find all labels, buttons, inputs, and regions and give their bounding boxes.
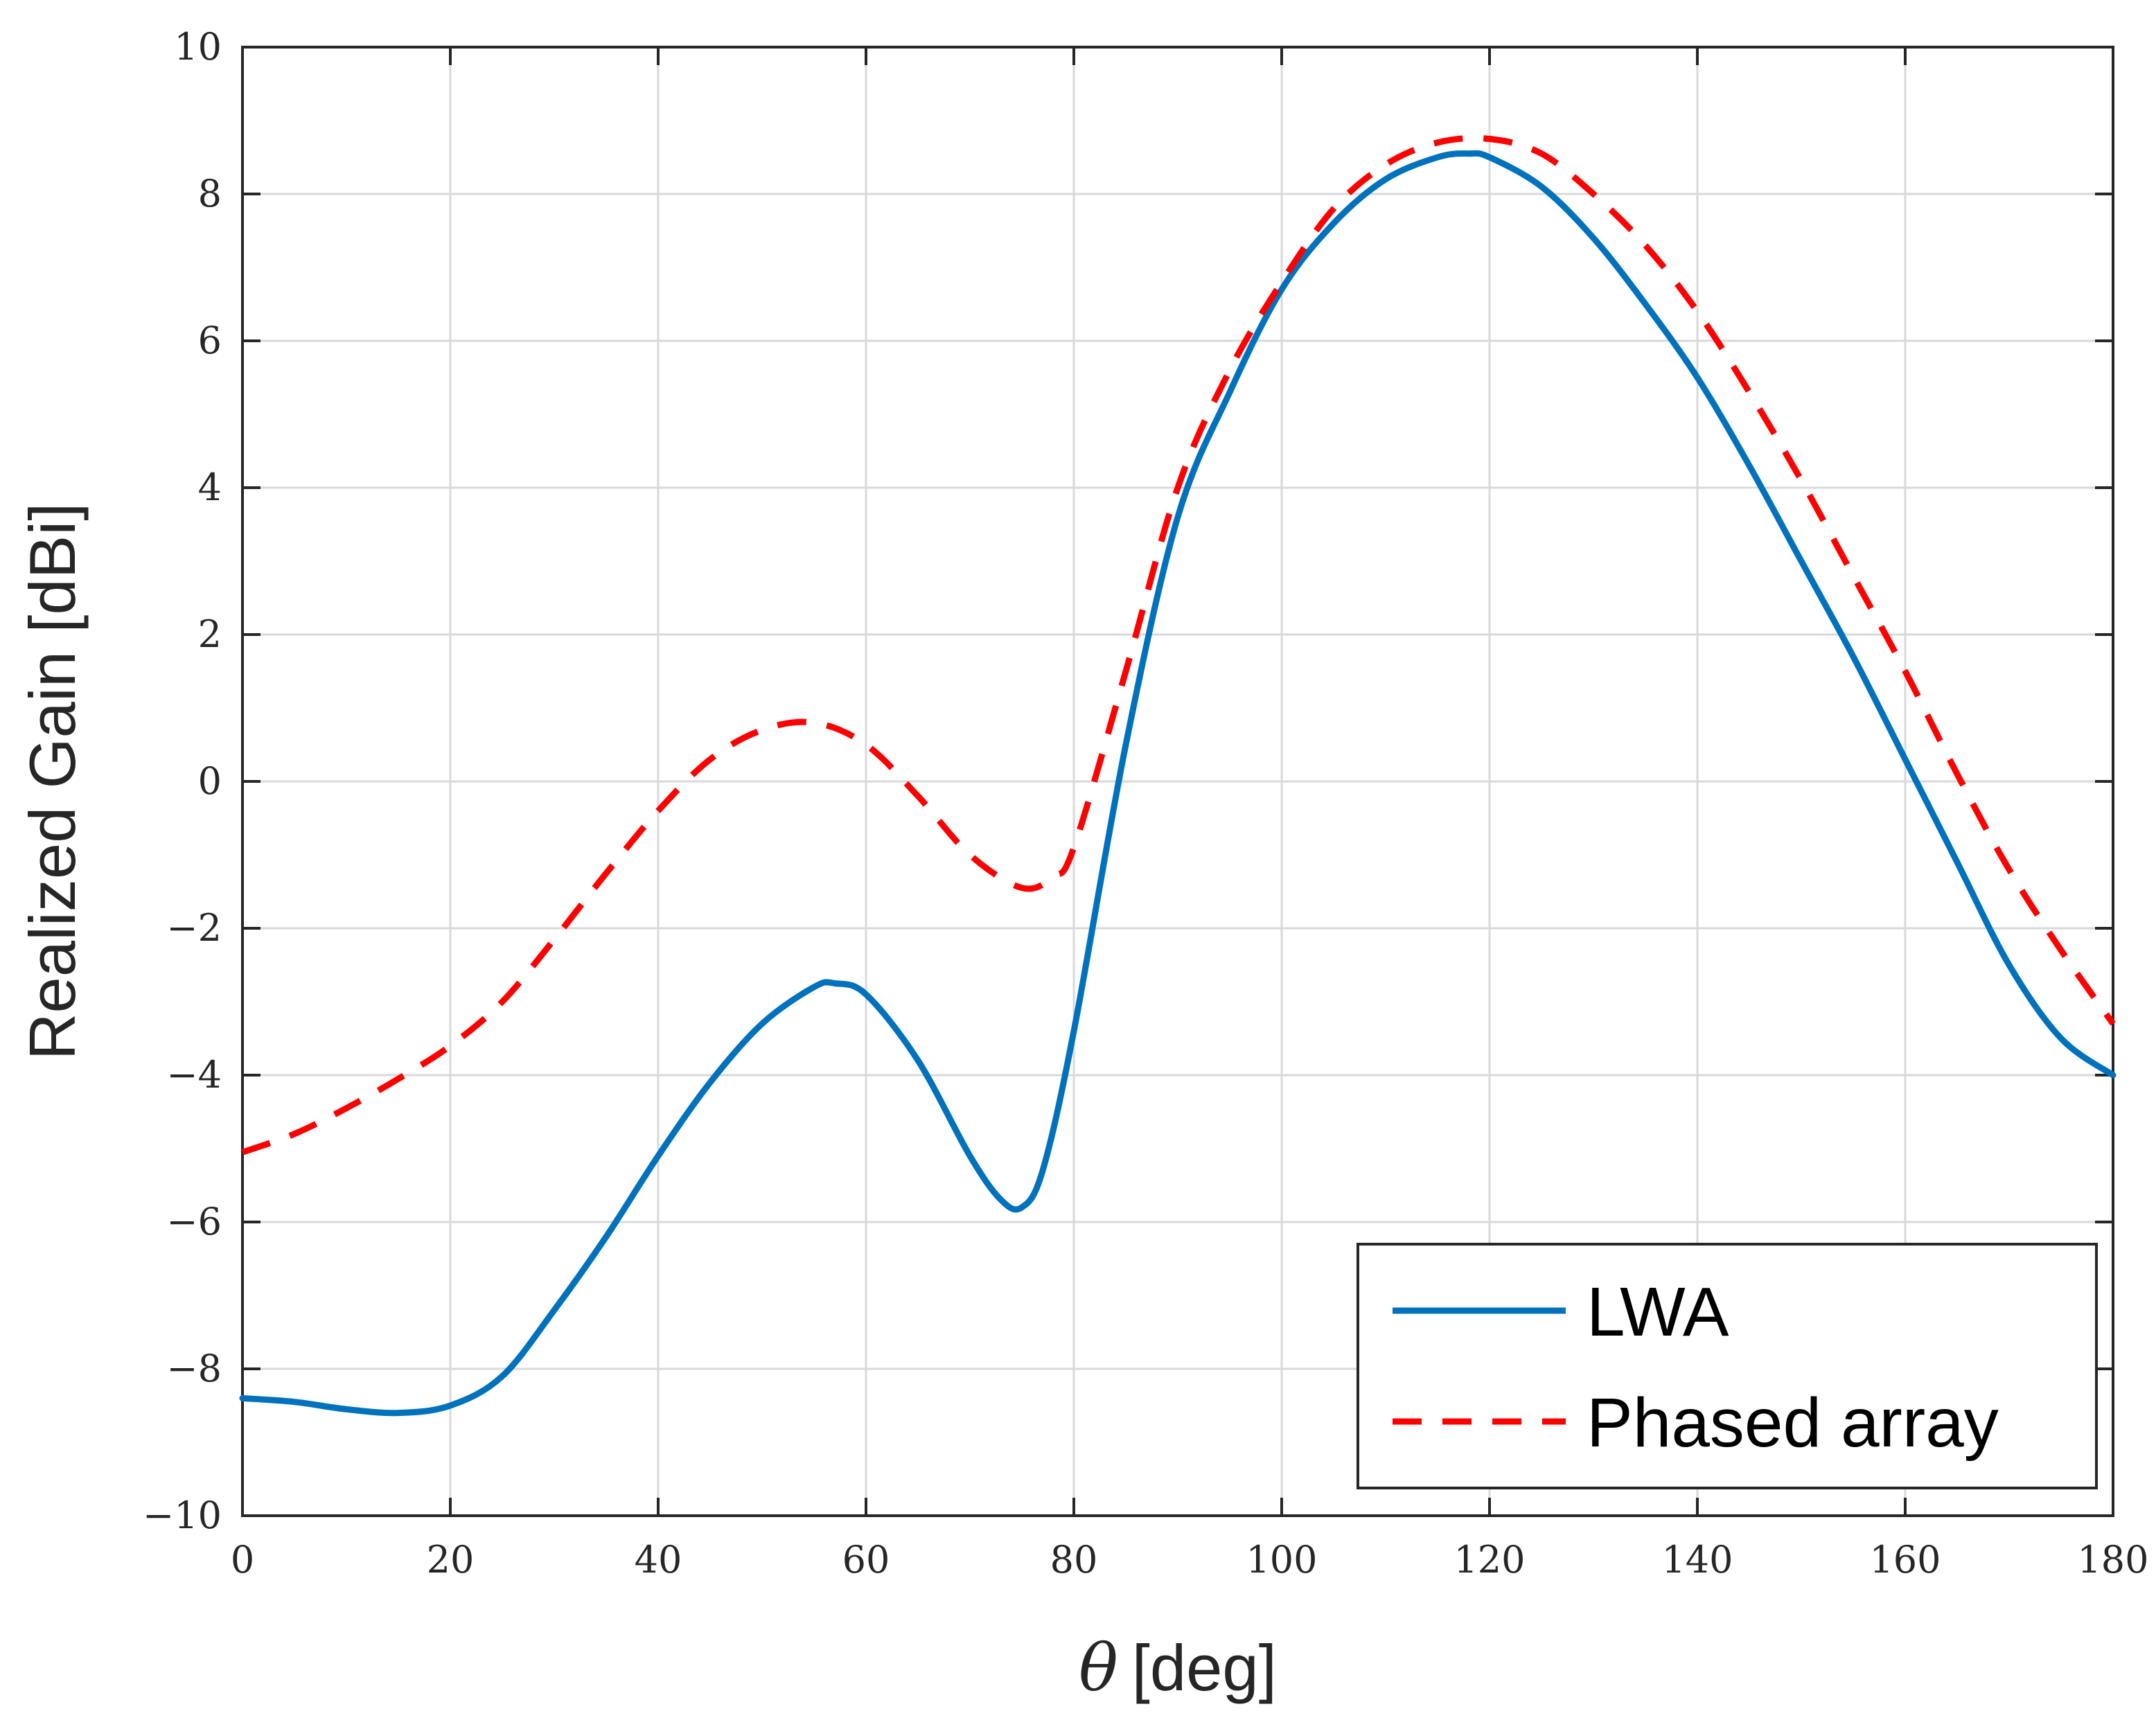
- y-tick-label: 6: [198, 319, 222, 362]
- data-series: [239, 134, 2117, 1417]
- legend: LWA Phased array: [1357, 1243, 2098, 1489]
- y-tick-label: −4: [166, 1053, 222, 1097]
- y-tick-label: 0: [198, 759, 222, 803]
- grid-lines: [242, 47, 2113, 1516]
- x-axis-label: θ [deg]: [1079, 1631, 1277, 1706]
- x-axis-label-symbol: θ: [1079, 1631, 1118, 1706]
- axis-ticks: 0 20 40 60 80 100 120 140 160 180 −10 −8 −6 −4 −2 0 2 4 6 8…: [143, 25, 2149, 1582]
- y-tick-label: 2: [198, 612, 222, 656]
- y-tick-label: −10: [143, 1494, 222, 1537]
- x-tick-label: 20: [427, 1538, 475, 1582]
- x-axis-label-unit: [deg]: [1132, 1631, 1277, 1704]
- y-tick-label: 10: [174, 25, 222, 69]
- x-tick-label: 160: [1869, 1538, 1941, 1582]
- legend-label-phased-array: Phased array: [1587, 1384, 1999, 1462]
- x-tick-label: 180: [2077, 1538, 2148, 1582]
- x-tick-label: 120: [1453, 1538, 1525, 1582]
- x-tick-label: 60: [842, 1538, 890, 1582]
- legend-box: [1357, 1243, 2098, 1489]
- series-line-phased-array: [241, 134, 2116, 1155]
- y-tick-label: 8: [198, 172, 222, 215]
- y-tick-label: −8: [166, 1347, 222, 1390]
- x-tick-label: 140: [1661, 1538, 1733, 1582]
- y-tick-label: −2: [166, 906, 222, 950]
- y-axis-label: Realized Gain [dBi]: [16, 503, 89, 1061]
- series-line-lwa: [239, 150, 2117, 1417]
- y-tick-label: −6: [166, 1200, 222, 1243]
- x-tick-label: 80: [1050, 1538, 1098, 1582]
- y-tick-label: 4: [198, 466, 222, 509]
- x-tick-label: 0: [231, 1538, 254, 1582]
- legend-label-lwa: LWA: [1587, 1273, 1729, 1351]
- x-tick-label: 40: [635, 1538, 682, 1582]
- x-tick-label: 100: [1246, 1538, 1317, 1582]
